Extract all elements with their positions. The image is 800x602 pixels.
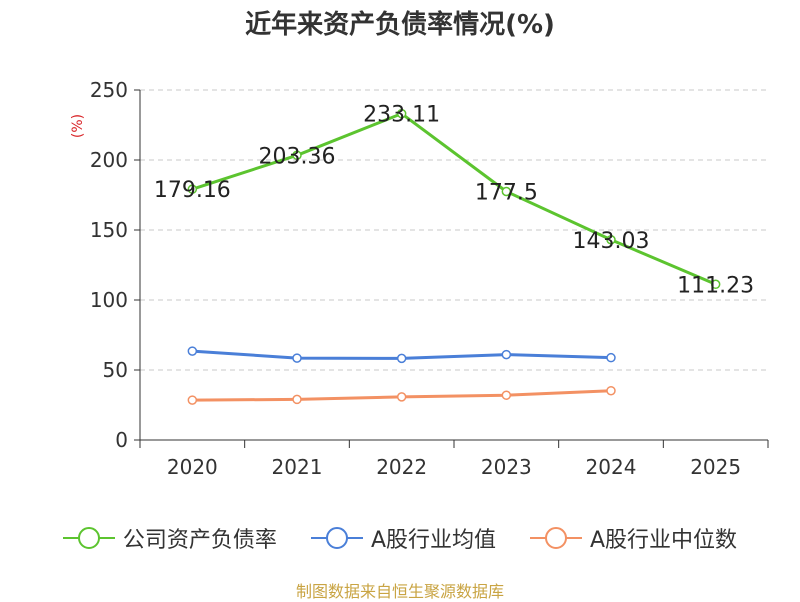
legend-item-industry-mean[interactable]: A股行业均值	[310, 522, 496, 554]
data-point	[292, 394, 302, 405]
data-point	[187, 395, 198, 405]
chart-title: 近年来资产负债率情况(%)	[245, 10, 555, 40]
x-tick-label: 2025	[690, 455, 741, 479]
x-tick-label: 2024	[586, 455, 637, 479]
y-tick-label: 250	[90, 78, 128, 102]
legend-label-industry-mean: A股行业均值	[370, 528, 496, 553]
x-tick-label: 2020	[167, 455, 218, 479]
legend-item-industry-median[interactable]: A股行业中位数	[530, 522, 737, 554]
source-note: 制图数据来自恒生聚源数据库	[295, 582, 504, 601]
y-axis-label: (%)	[70, 114, 86, 138]
data-point	[187, 346, 198, 356]
data-point	[606, 235, 616, 245]
data-point	[501, 349, 512, 360]
legend-label-industry-median: A股行业中位数	[590, 528, 738, 553]
legend-marker-industry-mean	[310, 527, 363, 549]
data-point	[501, 390, 512, 400]
data-point	[606, 385, 616, 396]
data-label: 233.11	[363, 103, 440, 128]
legend: 公司资产负债率 A股行业均值 A股行业中位数	[0, 518, 800, 558]
data-point	[396, 392, 407, 402]
y-tick-label: 200	[90, 148, 128, 172]
legend-item-company[interactable]: 公司资产负债率	[62, 522, 277, 554]
x-tick-label: 2022	[376, 455, 427, 479]
y-tick-label: 0	[115, 428, 128, 452]
data-label: 111.23	[677, 273, 754, 298]
data-point	[292, 150, 302, 161]
data-point	[292, 353, 302, 363]
data-point	[396, 108, 407, 119]
data-label: 179.16	[154, 178, 231, 203]
data-point	[710, 279, 721, 290]
y-tick-label: 150	[90, 218, 128, 242]
y-tick-label: 50	[103, 358, 128, 382]
data-label: 203.36	[259, 144, 336, 169]
data-point	[606, 352, 616, 363]
data-point	[396, 353, 407, 364]
data-label: 143.03	[573, 229, 650, 254]
x-tick-label: 2021	[272, 455, 323, 479]
data-point	[501, 186, 512, 197]
x-tick-label: 2023	[481, 455, 532, 479]
legend-marker-company	[62, 527, 115, 549]
legend-label-company: 公司资产负债率	[122, 528, 277, 553]
data-label: 177.5	[475, 181, 538, 206]
series-line	[191, 112, 717, 286]
y-tick-label: 100	[90, 288, 128, 312]
data-point	[187, 184, 198, 194]
legend-marker-industry-median	[530, 527, 582, 549]
